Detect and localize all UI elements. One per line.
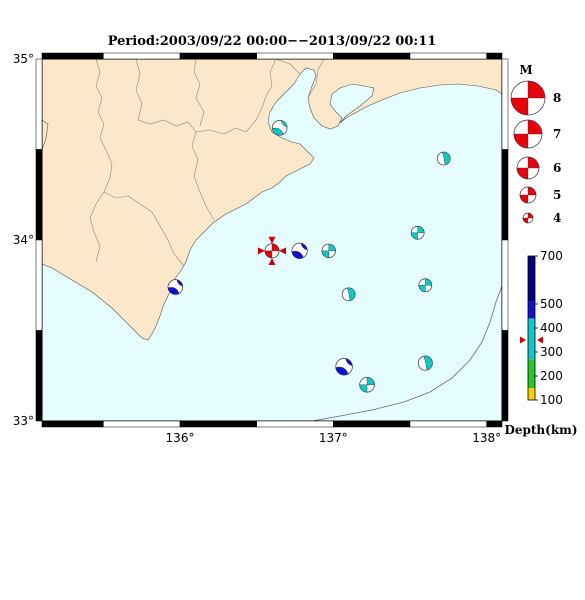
magnitude-legend: M 8 7 6 5 4 (510, 63, 561, 225)
frame-segment (409, 420, 487, 428)
frame-segment (41, 420, 104, 428)
depth-tick-label: 700 (540, 249, 563, 263)
magnitude-legend-entry: 6 (516, 156, 561, 180)
frame-segment (501, 58, 509, 150)
frame-segment (501, 239, 509, 331)
latitude-tick-label: 33° (13, 414, 34, 428)
map-title: Period:2003/09/22 00:00−−2013/09/22 00:1… (108, 34, 437, 49)
longitude-tick-label: 136° (166, 431, 195, 445)
focal-mechanism-1 (271, 120, 288, 136)
focal-mechanism-8 (418, 278, 433, 293)
longitude-tick-label: 137° (319, 431, 348, 445)
frame-segment (41, 52, 104, 60)
highlight-marker (268, 257, 276, 265)
depth-marker (537, 336, 543, 344)
frame-segment (333, 420, 411, 428)
frame-segment (256, 420, 334, 428)
frame-segment (256, 52, 334, 60)
depth-tick-label: 100 (540, 393, 563, 407)
focal-mechanism-layer (167, 120, 451, 393)
frame-segment (179, 420, 257, 428)
magnitude-legend-label: 5 (553, 188, 561, 202)
prefecture-borders (89, 59, 325, 267)
focal-mechanism-5 (321, 243, 336, 259)
latitude-tick-labels: 33° 34° 35° (13, 52, 34, 428)
frame-segment (409, 52, 487, 60)
depth-color-segment (528, 301, 535, 319)
frame-segment (333, 52, 411, 60)
magnitude-legend-title: M (519, 63, 532, 77)
highlight-marker (257, 247, 265, 255)
frame-segment (35, 239, 43, 331)
focal-mechanism-6 (167, 279, 184, 295)
focal-mechanism-7 (341, 287, 356, 302)
magnitude-legend-entry: 5 (519, 186, 561, 204)
frame-segment (35, 58, 43, 150)
highlight-focal-mechanism (257, 236, 287, 265)
land-awaji (42, 119, 49, 151)
depth-color-segment (528, 256, 535, 302)
frame-segment (486, 52, 503, 60)
depth-color-segment (528, 318, 535, 360)
depth-color-segment (528, 359, 535, 388)
focal-mechanism-3 (410, 225, 425, 240)
magnitude-legend-label: 7 (553, 127, 561, 141)
depth-tick-label: 500 (540, 297, 563, 311)
highlight-marker (279, 247, 287, 255)
depth-marker (520, 336, 526, 344)
longitude-tick-label: 138° (472, 431, 501, 445)
depth-legend-title: Depth(km) (504, 423, 577, 437)
highlight-marker (268, 236, 276, 244)
focal-mechanism-4 (291, 242, 308, 259)
focal-mechanism-2 (436, 151, 451, 166)
frame-segment (35, 330, 43, 422)
magnitude-legend-label: 6 (553, 161, 561, 175)
highlight-event-layer (257, 236, 287, 265)
magnitude-legend-label: 4 (553, 211, 561, 225)
focal-mechanism-11 (417, 355, 433, 371)
depth-tick-label: 200 (540, 369, 563, 383)
magnitude-legend-entry: 4 (522, 211, 561, 225)
frame-segment (103, 420, 181, 428)
longitude-tick-labels: 136° 137° 138° (166, 431, 502, 445)
map-area (42, 59, 502, 421)
magnitude-legend-entry: 7 (513, 119, 561, 149)
latitude-tick-label: 35° (13, 52, 34, 66)
focal-mechanism-10 (359, 377, 375, 393)
frame-segment (35, 149, 43, 241)
depth-legend: 100 200 300 400 500 700 Depth(km) (504, 249, 577, 437)
depth-tick-label: 400 (540, 321, 563, 335)
map-fancy-border (35, 52, 509, 428)
magnitude-legend-entry: 8 (510, 80, 561, 116)
frame-segment (501, 149, 509, 241)
frame-segment (103, 52, 181, 60)
magnitude-legend-label: 8 (553, 91, 561, 105)
nankai-trough-line (311, 285, 502, 421)
depth-tick-label: 300 (540, 345, 563, 359)
depth-color-segment (528, 388, 535, 400)
frame-segment (501, 330, 509, 422)
frame-segment (179, 52, 257, 60)
focal-mechanism-9 (335, 358, 353, 376)
frame-segment (486, 420, 503, 428)
latitude-tick-label: 34° (13, 233, 34, 247)
